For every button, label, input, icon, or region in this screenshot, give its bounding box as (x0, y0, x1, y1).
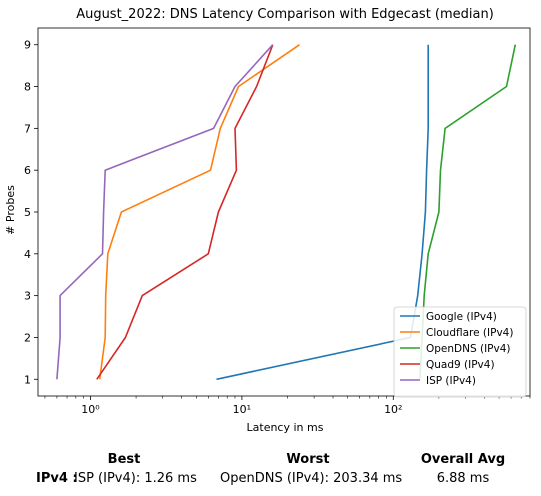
overall-avg-value: 6.88 ms (436, 471, 490, 486)
worst-header: Worst (286, 452, 330, 467)
legend-box (393, 306, 527, 398)
x-tick-label: 10¹ (233, 403, 251, 416)
y-tick-label: 5 (24, 206, 31, 219)
x-tick-label: 10⁰ (81, 403, 100, 416)
series-line-isp-ipv4 (56, 44, 274, 380)
x-axis: 10⁰ 10¹ 10² (44, 396, 531, 416)
ipv4-row-label: IPv4 : (36, 471, 78, 486)
y-tick-label: 2 (24, 331, 31, 344)
y-axis-label: # Probes (4, 185, 17, 235)
legend-entry: Cloudflare (IPv4) (426, 327, 513, 339)
y-tick-label: 6 (24, 164, 31, 177)
series-line-quad9-ipv4 (96, 44, 274, 380)
x-axis-label: Latency in ms (247, 421, 324, 434)
y-tick-label: 7 (24, 122, 31, 135)
legend-entry: OpenDNS (IPv4) (426, 343, 511, 355)
legend: Google (IPv4) Cloudflare (IPv4) OpenDNS (I… (393, 306, 527, 398)
best-value: ISP (IPv4): 1.26 ms (74, 471, 197, 486)
worst-value: OpenDNS (IPv4): 203.34 ms (220, 471, 403, 486)
best-header: Best (107, 452, 141, 467)
y-tick-label: 4 (24, 248, 31, 261)
y-tick-label: 3 (24, 290, 31, 303)
series-line-cloudflare-ipv4 (98, 44, 300, 380)
y-tick-label: 8 (24, 81, 31, 94)
legend-entry: ISP (IPv4) (426, 375, 476, 387)
y-tick-label: 9 (24, 39, 31, 52)
stats-summary: Best Worst Overall Avg IPv4 : ISP (IPv4)… (0, 448, 541, 496)
x-tick-label: 10² (384, 403, 402, 416)
legend-entry: Google (IPv4) (426, 311, 497, 323)
latency-chart: August_2022: DNS Latency Comparison with… (4, 7, 531, 434)
y-tick-label: 1 (24, 373, 31, 386)
legend-entry: Quad9 (IPv4) (426, 359, 495, 371)
chart-title: August_2022: DNS Latency Comparison with… (76, 7, 494, 22)
y-axis: 1 2 3 4 5 6 7 8 9 (24, 39, 38, 386)
overall-avg-header: Overall Avg (420, 452, 506, 467)
